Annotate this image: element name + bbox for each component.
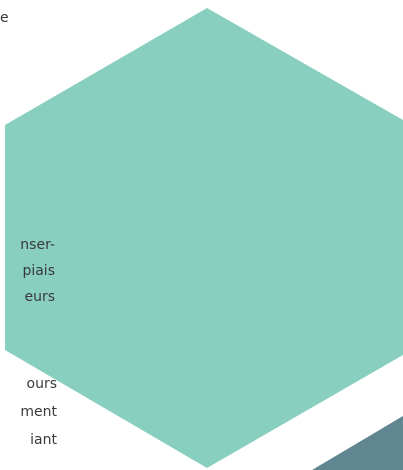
text-fragment: e	[0, 10, 9, 26]
text-fragment: nser-	[20, 237, 55, 253]
text-fragment: piais	[22, 263, 55, 279]
corner-triangle	[312, 416, 403, 470]
text-fragment: eurs	[24, 289, 55, 305]
text-fragment: iant	[30, 432, 57, 448]
hexagon	[5, 8, 403, 468]
text-fragment: ours	[27, 376, 58, 392]
text-fragment: ment	[20, 404, 57, 420]
